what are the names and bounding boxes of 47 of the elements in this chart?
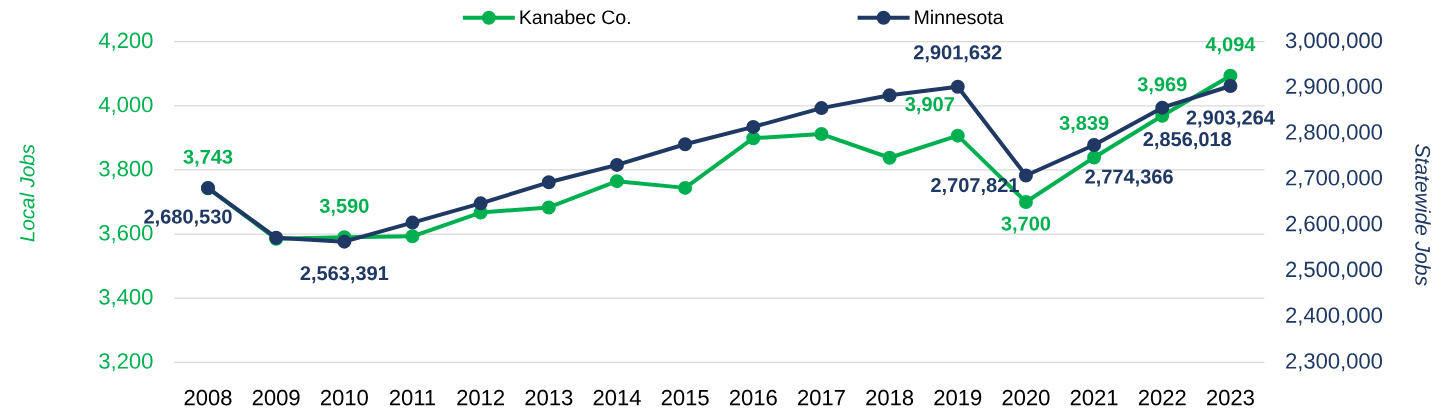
y2-tick-label: 2,900,000 bbox=[1286, 78, 1383, 97]
y-tick-label: 3,200 bbox=[99, 353, 153, 372]
data-label: 3,743 bbox=[183, 149, 233, 167]
data-label: 3,907 bbox=[905, 97, 954, 115]
x-tick-label: 2019 bbox=[934, 389, 982, 406]
x-tick-label: 2015 bbox=[661, 389, 709, 406]
y2-tick-label: 3,000,000 bbox=[1285, 32, 1383, 51]
x-tick-label: 2010 bbox=[320, 389, 368, 406]
data-label: 3,700 bbox=[1001, 216, 1051, 234]
x-tick-label: 2016 bbox=[729, 389, 777, 406]
data-label: 2,774,366 bbox=[1085, 169, 1173, 187]
data-label: 2,563,391 bbox=[300, 266, 389, 284]
y2-axis-title: Statewide Jobs bbox=[1415, 144, 1431, 286]
x-tick-label: 2021 bbox=[1070, 389, 1118, 406]
data-label: 3,969 bbox=[1137, 77, 1187, 95]
x-tick-label: 2017 bbox=[798, 389, 845, 406]
y2-tick-label: 2,700,000 bbox=[1286, 170, 1383, 189]
y2-tick-label: 2,500,000 bbox=[1286, 261, 1383, 280]
data-label: 2,901,632 bbox=[913, 45, 1002, 63]
legend-label: Minnesota bbox=[915, 9, 1004, 25]
data-label: 2,903,264 bbox=[1186, 110, 1275, 128]
y-tick-label: 3,600 bbox=[99, 224, 153, 244]
y-tick-label: 3,800 bbox=[99, 160, 153, 180]
y-tick-label: 3,400 bbox=[99, 289, 153, 308]
x-tick-label: 2020 bbox=[1002, 389, 1050, 406]
y-axis-title: Local Jobs bbox=[19, 144, 35, 242]
x-tick-label: 2022 bbox=[1138, 389, 1186, 406]
x-tick-label: 2013 bbox=[525, 389, 573, 406]
x-tick-label: 2012 bbox=[457, 389, 505, 406]
legend-label: Kanabec Co. bbox=[520, 9, 630, 25]
x-tick-label: 2011 bbox=[389, 389, 436, 406]
data-label: 4,094 bbox=[1205, 37, 1256, 55]
x-tick-label: 2009 bbox=[252, 389, 300, 406]
data-label: 3,590 bbox=[319, 198, 369, 216]
data-label: 2,856,018 bbox=[1143, 132, 1232, 150]
y2-tick-label: 2,300,000 bbox=[1286, 353, 1383, 372]
y-tick-label: 4,200 bbox=[98, 32, 153, 51]
y2-tick-label: 2,800,000 bbox=[1286, 124, 1383, 143]
x-tick-label: 2023 bbox=[1207, 389, 1254, 406]
data-label: 2,680,530 bbox=[144, 209, 232, 227]
x-tick-label: 2018 bbox=[866, 389, 914, 406]
data-label: 3,839 bbox=[1059, 115, 1109, 133]
y-tick-label: 4,000 bbox=[98, 96, 153, 115]
y2-tick-label: 2,600,000 bbox=[1286, 215, 1383, 234]
x-tick-label: 2008 bbox=[184, 389, 232, 406]
y2-tick-label: 2,400,000 bbox=[1286, 307, 1383, 326]
x-tick-label: 2014 bbox=[593, 389, 641, 406]
